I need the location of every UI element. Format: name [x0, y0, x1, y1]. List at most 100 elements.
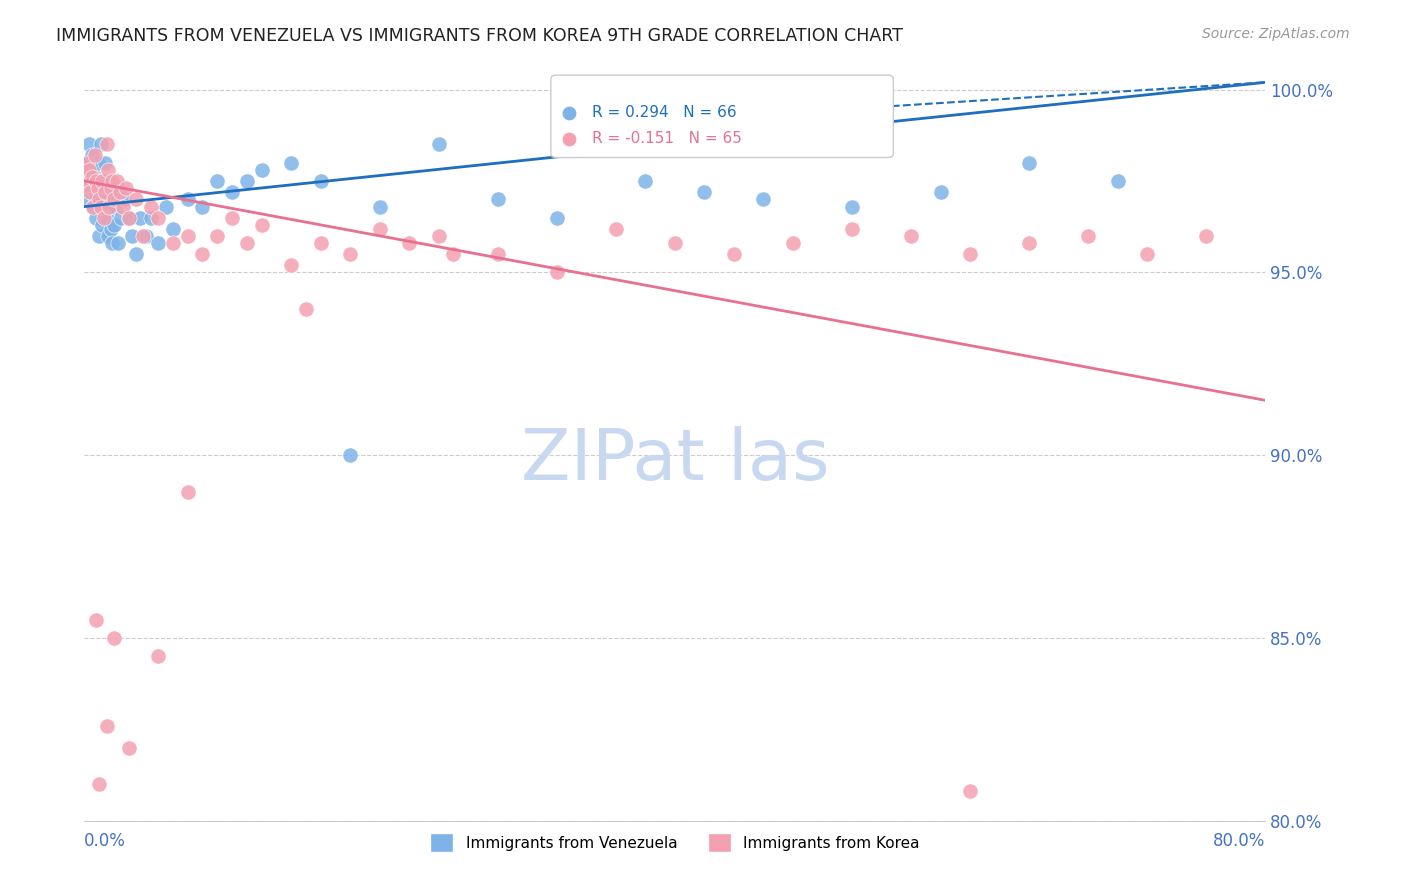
Point	[96, 137, 118, 152]
Point	[1077, 228, 1099, 243]
Point	[155, 200, 177, 214]
Point	[605, 221, 627, 235]
Point	[87, 777, 111, 791]
Point	[221, 211, 243, 225]
Point	[79, 163, 101, 178]
Text: Source: ZipAtlas.com: Source: ZipAtlas.com	[1202, 27, 1350, 41]
Point	[93, 185, 115, 199]
Point	[103, 218, 125, 232]
Point	[77, 137, 100, 152]
Point	[191, 200, 214, 214]
Point	[80, 148, 103, 162]
Point	[93, 211, 115, 225]
Point	[1195, 228, 1218, 243]
Point	[125, 192, 148, 206]
Point	[309, 174, 332, 188]
Point	[118, 740, 141, 755]
Point	[100, 192, 122, 206]
Point	[84, 192, 107, 206]
Point	[693, 185, 716, 199]
Point	[280, 258, 302, 272]
Point	[177, 228, 200, 243]
Point	[97, 228, 120, 243]
Point	[427, 228, 450, 243]
Text: ZIPat las: ZIPat las	[520, 426, 830, 495]
Point	[96, 211, 118, 225]
Point	[103, 631, 125, 645]
Point	[959, 784, 981, 798]
Point	[105, 181, 128, 195]
Point	[139, 200, 162, 214]
Point	[80, 170, 103, 185]
Point	[1107, 174, 1129, 188]
Point	[101, 174, 124, 188]
Point	[84, 211, 107, 225]
Point	[162, 236, 184, 251]
Point	[177, 484, 200, 499]
Point	[86, 155, 108, 169]
Point	[121, 228, 143, 243]
Point	[98, 174, 121, 188]
Point	[82, 200, 104, 214]
Point	[83, 185, 105, 199]
Point	[90, 192, 112, 206]
Point	[94, 185, 117, 199]
Point	[96, 185, 118, 199]
Point	[82, 200, 104, 214]
Point	[135, 228, 157, 243]
Point	[207, 174, 229, 188]
Point	[86, 181, 108, 195]
Point	[105, 174, 128, 188]
Point	[79, 185, 101, 199]
Point	[841, 200, 863, 214]
Point	[752, 192, 775, 206]
Point	[368, 200, 391, 214]
Point	[94, 174, 117, 188]
Point	[221, 185, 243, 199]
Point	[398, 236, 420, 251]
Point	[782, 236, 804, 251]
Point	[546, 265, 568, 279]
Point	[91, 218, 114, 232]
Point	[94, 155, 117, 169]
Point	[108, 185, 131, 199]
Point	[1018, 155, 1040, 169]
Legend: Immigrants from Venezuela, Immigrants from Korea: Immigrants from Venezuela, Immigrants fr…	[425, 827, 925, 858]
Point	[679, 411, 702, 425]
Point	[118, 211, 141, 225]
Point	[139, 211, 162, 225]
Point	[339, 448, 361, 462]
Point	[83, 148, 105, 162]
Point	[98, 200, 121, 214]
Point	[84, 613, 107, 627]
Point	[114, 181, 136, 195]
Point	[100, 221, 122, 235]
Point	[93, 200, 115, 214]
Point	[132, 228, 155, 243]
Point	[339, 247, 361, 261]
Point	[75, 174, 97, 188]
Point	[75, 178, 97, 192]
Point	[177, 192, 200, 206]
Point	[841, 221, 863, 235]
Point	[427, 137, 450, 152]
Point	[100, 181, 122, 195]
Point	[111, 200, 134, 214]
Point	[486, 192, 509, 206]
Point	[104, 200, 127, 214]
Point	[84, 174, 107, 188]
Point	[87, 228, 111, 243]
Point	[486, 247, 509, 261]
Point	[83, 170, 105, 185]
Point	[309, 236, 332, 251]
Point	[1018, 236, 1040, 251]
Point	[443, 247, 465, 261]
Text: R = 0.294   N = 66: R = 0.294 N = 66	[592, 105, 737, 120]
Point	[97, 163, 120, 178]
Point	[97, 200, 120, 214]
Point	[76, 155, 98, 169]
Point	[87, 192, 111, 206]
Point	[1136, 247, 1159, 261]
Text: 0.0%: 0.0%	[84, 831, 127, 849]
Point	[162, 221, 184, 235]
